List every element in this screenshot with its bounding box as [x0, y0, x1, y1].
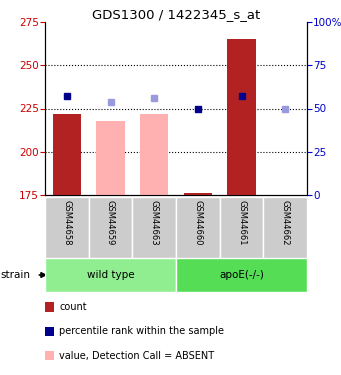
- Text: GSM44661: GSM44661: [237, 200, 246, 246]
- Text: strain: strain: [1, 270, 31, 280]
- Bar: [140, 114, 168, 195]
- Text: apoE(-/-): apoE(-/-): [219, 270, 264, 280]
- Title: GDS1300 / 1422345_s_at: GDS1300 / 1422345_s_at: [92, 8, 260, 21]
- Bar: [263, 197, 307, 258]
- Bar: [132, 197, 176, 258]
- Text: GSM44660: GSM44660: [193, 200, 202, 246]
- Bar: [53, 114, 81, 195]
- Text: GSM44662: GSM44662: [281, 200, 290, 246]
- Text: GSM44663: GSM44663: [150, 200, 159, 246]
- Text: wild type: wild type: [87, 270, 134, 280]
- Bar: [45, 197, 89, 258]
- Text: value, Detection Call = ABSENT: value, Detection Call = ABSENT: [59, 351, 214, 361]
- Bar: [227, 39, 256, 195]
- Text: GSM44658: GSM44658: [62, 200, 71, 246]
- Bar: [96, 121, 125, 195]
- Bar: [184, 193, 212, 195]
- Bar: [176, 258, 307, 292]
- Text: percentile rank within the sample: percentile rank within the sample: [59, 326, 224, 336]
- Bar: [89, 197, 132, 258]
- Text: count: count: [59, 302, 87, 312]
- Bar: [176, 197, 220, 258]
- Bar: [220, 197, 263, 258]
- Text: GSM44659: GSM44659: [106, 200, 115, 245]
- Bar: [45, 258, 176, 292]
